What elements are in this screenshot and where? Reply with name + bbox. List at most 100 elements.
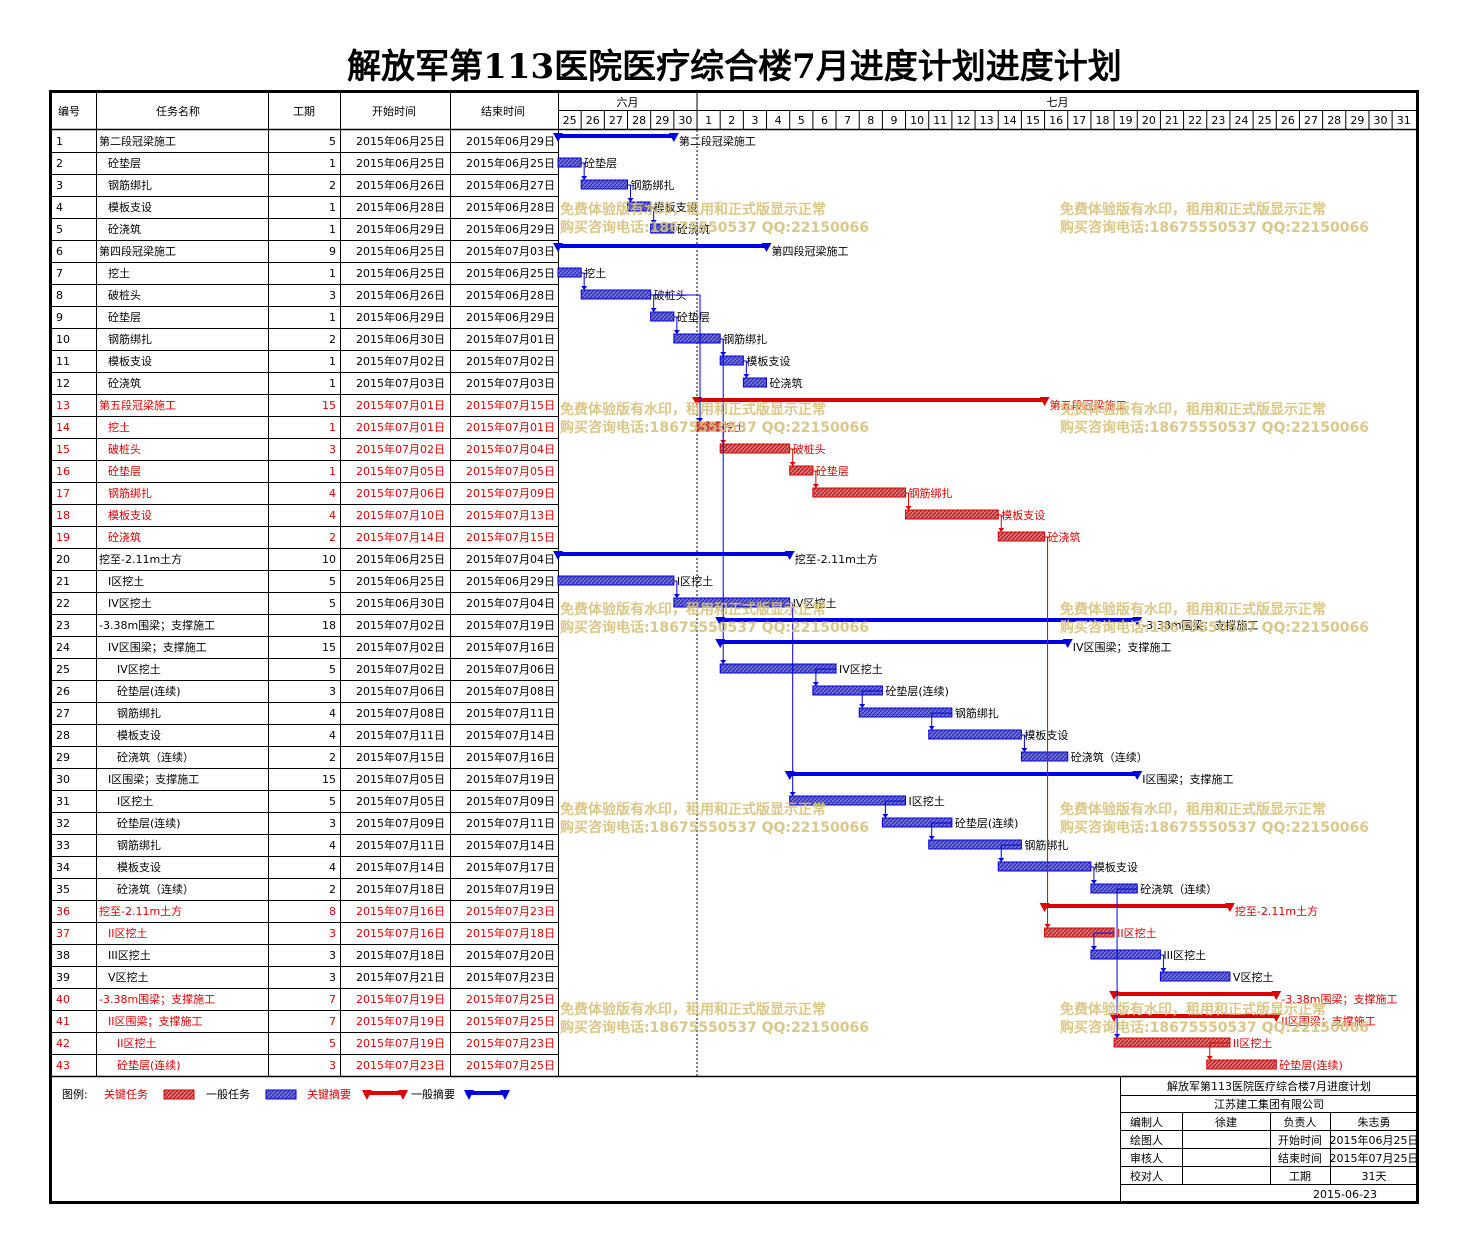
- info-box-cell: 工期: [1289, 1170, 1311, 1183]
- info-box-cell: 31天: [1362, 1170, 1387, 1183]
- dependency-link: [789, 602, 794, 793]
- task-end: 2015年07月03日: [466, 376, 555, 390]
- legend-critical-summary-caps: [362, 1090, 408, 1100]
- task-id: 9: [56, 311, 63, 324]
- day-tick-label: 10: [910, 114, 924, 127]
- info-box-cell: 2015年07月25日: [1330, 1151, 1419, 1165]
- dependency-arrow: [905, 506, 912, 510]
- dependency-link: [905, 492, 910, 507]
- bar-label: 钢筋绑扎: [909, 486, 953, 500]
- dependency-arrow: [1021, 748, 1028, 752]
- task-duration: 3: [329, 685, 336, 698]
- watermark-text: 购买咨询电话:18675550537 QQ:22150066: [1060, 619, 1369, 636]
- info-box-company: 江苏建工集团有限公司: [1214, 1097, 1324, 1111]
- summary-bar-cap: [553, 551, 563, 560]
- task-name: 模板支设: [117, 728, 161, 742]
- info-box-cell: 负责人: [1284, 1115, 1317, 1129]
- dependency-link: [1090, 866, 1095, 881]
- task-end: 2015年07月19日: [466, 618, 555, 632]
- header-id: 编号: [58, 104, 80, 118]
- task-name: 破桩头: [108, 288, 141, 302]
- task-start: 2015年07月14日: [356, 530, 445, 544]
- gantt-frame: [49, 90, 1419, 1204]
- task-id: 42: [56, 1037, 70, 1050]
- day-tick-label: 19: [1119, 114, 1133, 127]
- legend-label: 图例:: [62, 1087, 88, 1101]
- watermark-text: 购买咨询电话:18675550537 QQ:22150066: [560, 819, 869, 836]
- bar-label: 模板支设: [654, 200, 698, 214]
- dependency-link: [1116, 888, 1138, 1035]
- legend-critical-task-swatch: [163, 1089, 195, 1100]
- dependency-arrow: [789, 792, 796, 796]
- task-start: 2015年07月14日: [356, 860, 445, 874]
- dependency-arrow: [1114, 1034, 1121, 1038]
- bar-label: 第二段冠梁施工: [679, 134, 756, 148]
- bar-label: 砼垫层: [584, 156, 617, 170]
- task-id: 36: [56, 905, 70, 918]
- task-name: II区围梁；支撑施工: [108, 1014, 203, 1028]
- task-name: 砼垫层: [108, 310, 141, 324]
- task-start: 2015年06月25日: [356, 574, 445, 588]
- watermark-text: 购买咨询电话:18675550537 QQ:22150066: [560, 1019, 869, 1036]
- task-start: 2015年06月30日: [356, 596, 445, 610]
- task-duration: 3: [329, 289, 336, 302]
- summary-bar-cap: [1062, 639, 1073, 648]
- task-id: 34: [56, 861, 70, 874]
- day-tick-label: 5: [798, 114, 805, 127]
- task-start: 2015年06月28日: [356, 200, 445, 214]
- task-name: 挖至-2.11m土方: [99, 904, 182, 918]
- task-start: 2015年07月05日: [356, 794, 445, 808]
- legend-normal-task-swatch: [265, 1089, 297, 1100]
- task-duration: 7: [329, 1015, 336, 1028]
- task-start: 2015年07月01日: [356, 398, 445, 412]
- task-end: 2015年07月23日: [466, 904, 555, 918]
- dependency-arrow: [882, 814, 889, 818]
- summary-bar: [1044, 904, 1230, 908]
- task-end: 2015年07月15日: [466, 398, 555, 412]
- task-name: 砼浇筑: [108, 530, 141, 544]
- task-end: 2015年07月20日: [466, 948, 555, 962]
- task-bar: [1159, 971, 1231, 982]
- task-start: 2015年07月05日: [356, 464, 445, 478]
- day-tick-label: 9: [890, 114, 897, 127]
- watermark-text: 免费体验版有水印，租用和正式版显示正常: [1060, 401, 1326, 418]
- task-id: 10: [56, 333, 70, 346]
- task-end: 2015年07月23日: [466, 970, 555, 984]
- task-bar: [650, 311, 675, 322]
- bar-label: 砼浇筑（连续）: [1071, 750, 1148, 764]
- watermark-text: 免费体验版有水印，租用和正式版显示正常: [560, 1001, 826, 1018]
- task-id: 24: [56, 641, 70, 654]
- task-duration: 2: [329, 883, 336, 896]
- task-name: 砼浇筑（连续）: [117, 750, 194, 764]
- task-bar: [673, 597, 791, 608]
- month-label-july: 七月: [1047, 96, 1069, 109]
- task-duration: 1: [329, 223, 336, 236]
- task-duration: 5: [329, 135, 336, 148]
- task-bar: [1020, 751, 1069, 762]
- task-id: 25: [56, 663, 70, 676]
- task-end: 2015年07月11日: [466, 816, 555, 830]
- task-start: 2015年07月18日: [356, 882, 445, 896]
- task-end: 2015年06月28日: [466, 200, 555, 214]
- task-name: 第四段冠梁施工: [99, 244, 176, 258]
- task-end: 2015年07月25日: [466, 1058, 555, 1072]
- task-start: 2015年07月19日: [356, 1036, 445, 1050]
- watermark-text: 购买咨询电话:18675550537 QQ:22150066: [1060, 219, 1369, 236]
- task-duration: 1: [329, 267, 336, 280]
- task-duration: 3: [329, 949, 336, 962]
- task-id: 16: [56, 465, 70, 478]
- task-bar: [997, 861, 1092, 872]
- task-duration: 4: [329, 839, 336, 852]
- task-id: 11: [56, 355, 70, 368]
- dependency-arrow: [650, 220, 657, 224]
- task-bar: [1090, 949, 1161, 960]
- bar-label: 砼垫层: [677, 310, 710, 324]
- task-duration: 8: [329, 905, 336, 918]
- dependency-link: [650, 206, 655, 221]
- task-id: 6: [56, 245, 63, 258]
- task-bar: [905, 509, 999, 520]
- task-end: 2015年06月25日: [466, 156, 555, 170]
- bar-label: IV区挖土: [793, 596, 837, 610]
- bar-label: 砼垫层: [816, 464, 849, 478]
- watermark-text: 购买咨询电话:18675550537 QQ:22150066: [1060, 419, 1369, 436]
